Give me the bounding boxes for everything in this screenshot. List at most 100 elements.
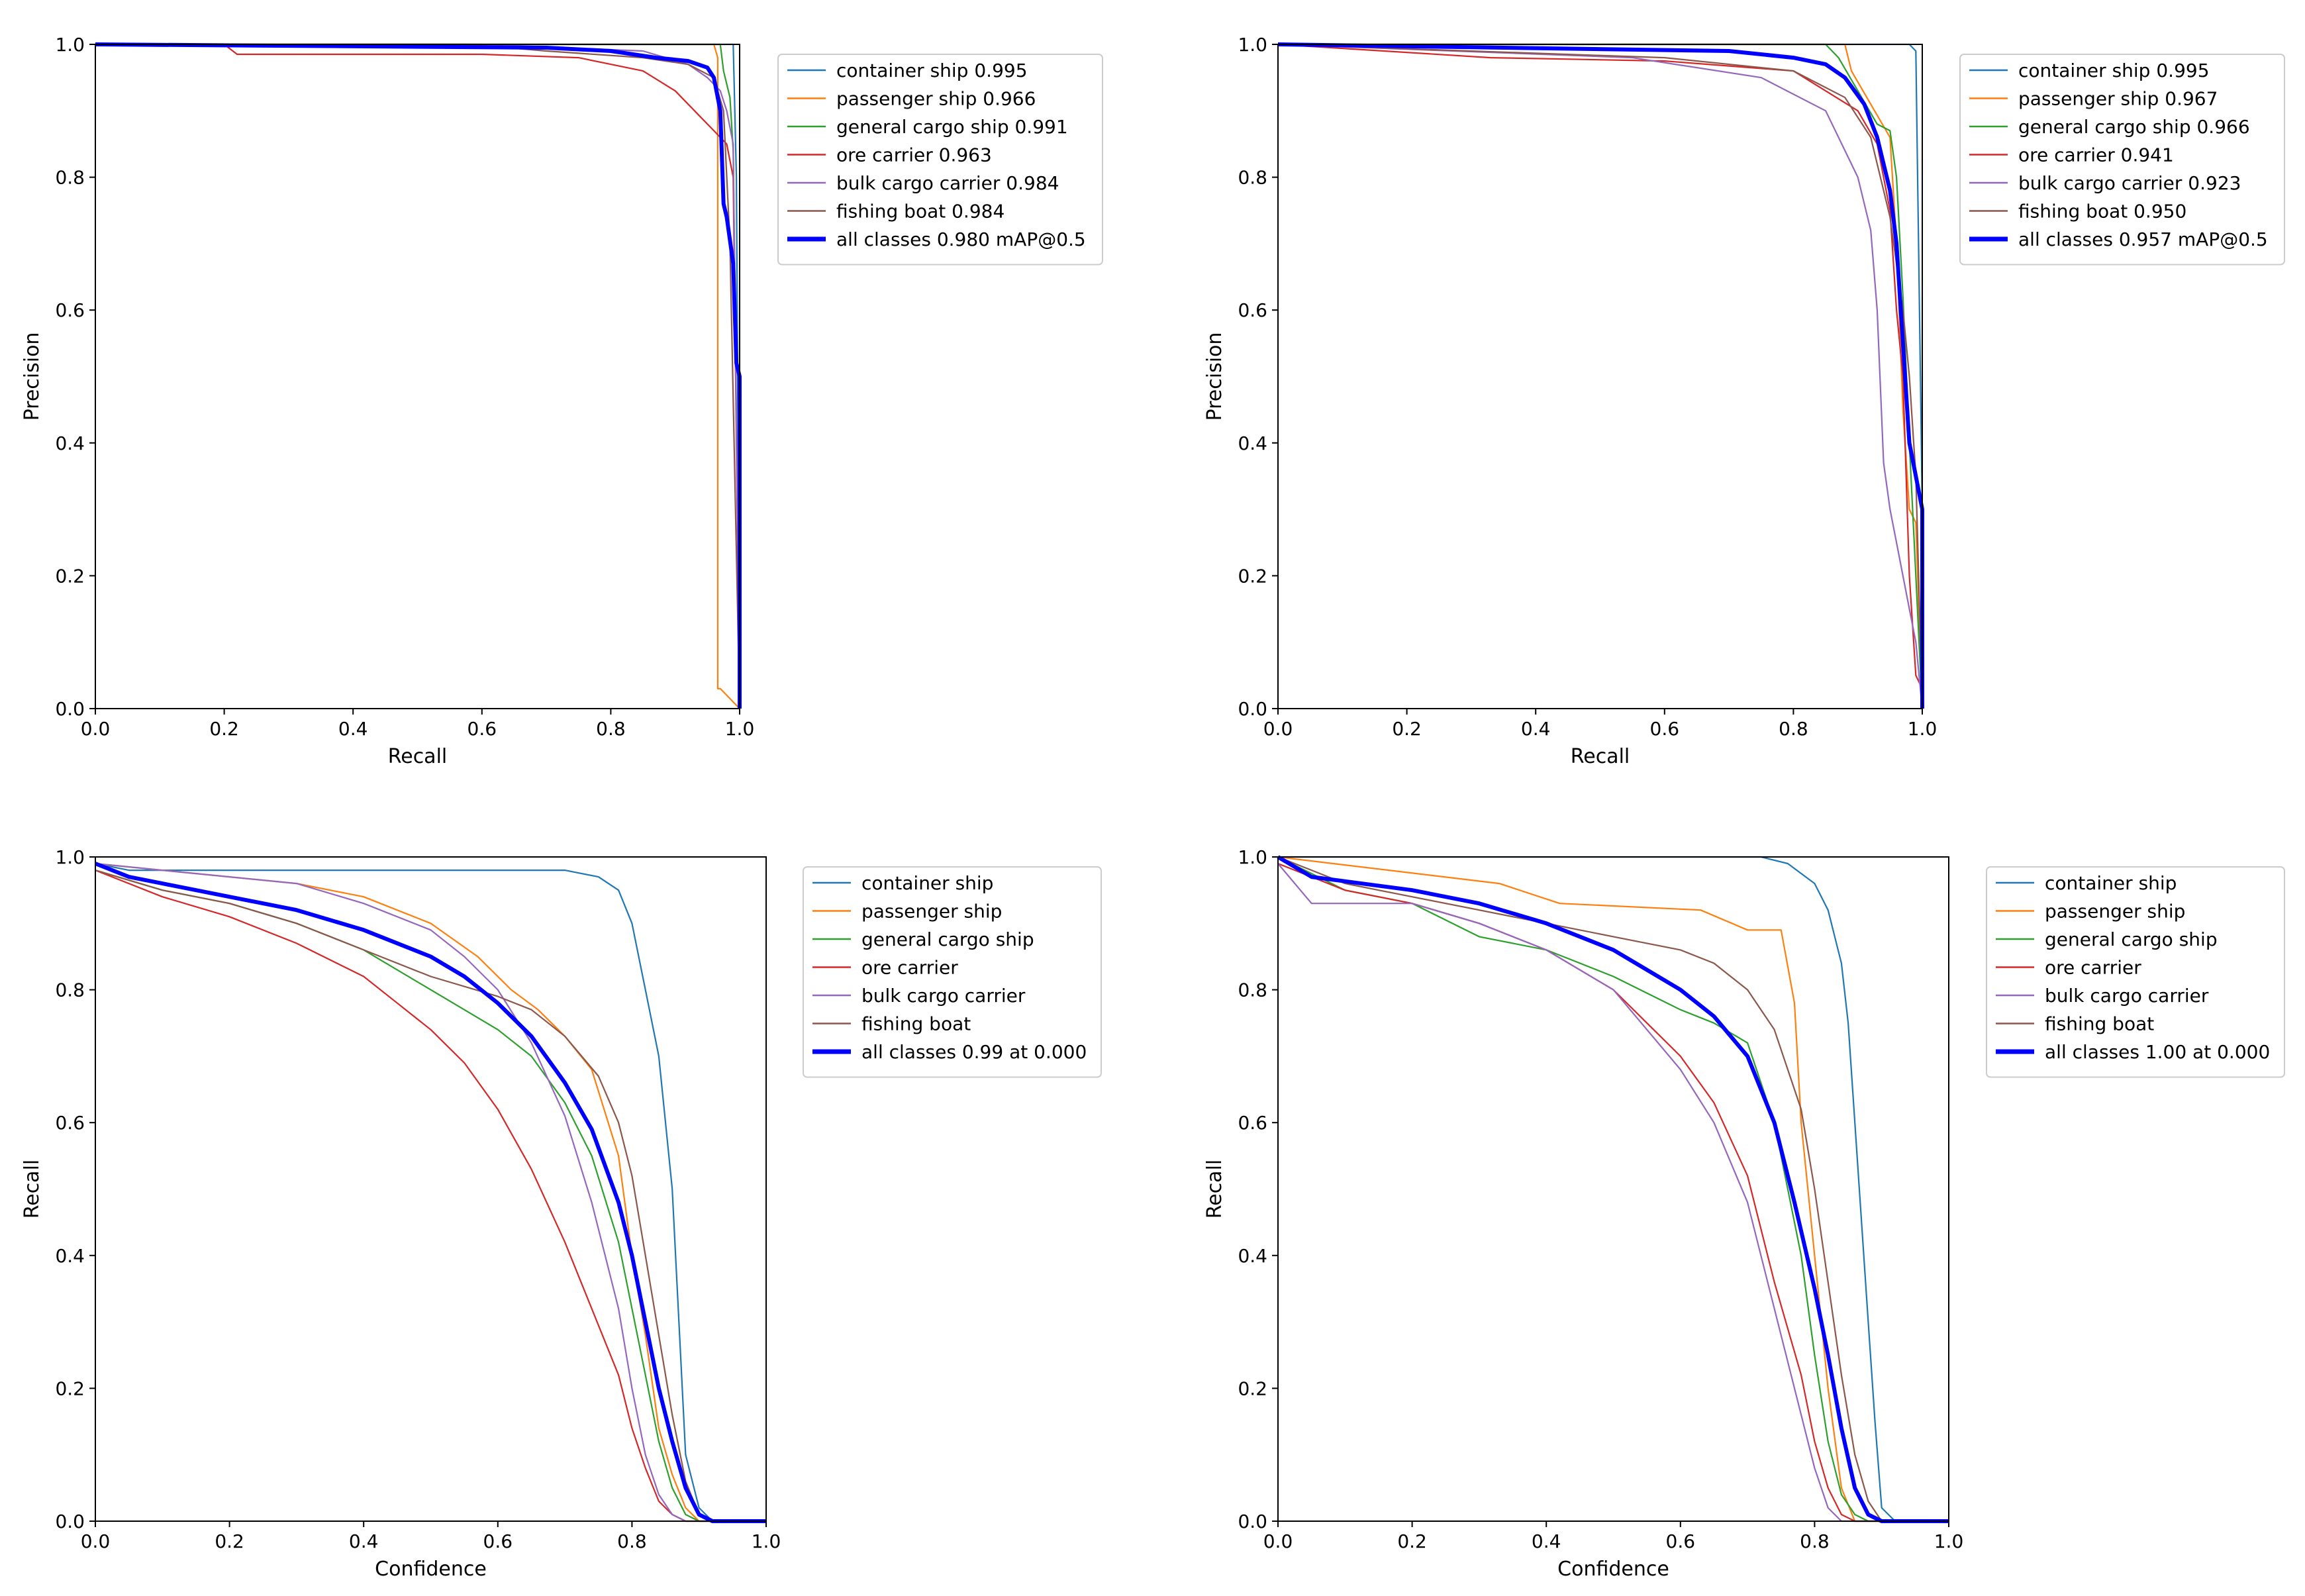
y-tick-label: 0.4	[55, 432, 85, 454]
x-tick-label: 0.0	[1263, 1530, 1293, 1552]
legend-entry: general cargo ship 0.966	[2018, 116, 2250, 138]
x-tick-label: 0.4	[349, 1530, 379, 1552]
x-axis-label: Confidence	[1557, 1558, 1669, 1581]
legend-entry: passenger ship 0.966	[836, 88, 1036, 110]
legend-entry: container ship	[2045, 872, 2177, 894]
series-line-all-classes	[94, 862, 766, 1523]
legend-entry: bulk cargo carrier 0.984	[836, 172, 1059, 194]
legend: container ship passenger ship general carg…	[803, 866, 1102, 1078]
series-line-all-classes	[1277, 42, 1924, 709]
legend-entry: all classes 0.99 at 0.000	[861, 1041, 1087, 1063]
series-line-container-ship	[95, 862, 766, 1522]
x-tick-label: 0.2	[1392, 718, 1422, 740]
y-tick-label: 0.6	[55, 1112, 85, 1134]
legend-entry: container ship 0.995	[2018, 60, 2210, 81]
y-axis-label: Precision	[1203, 332, 1226, 421]
chart-pr_left: 0.0 0.2 0.4 0.6 0.8 1.0 0.0 0.2 0.4 0.6 0.8 1.0 Reca…	[21, 34, 1103, 768]
series-line-container-ship	[1278, 856, 1949, 1522]
y-tick-label: 0.6	[1238, 1112, 1267, 1134]
legend-entry: fishing boat 0.950	[2018, 201, 2186, 223]
legend-entry: passenger ship	[861, 901, 1002, 923]
chart-pr_right: 0.0 0.2 0.4 0.6 0.8 1.0 0.0 0.2 0.4 0.6 0.8 1.0 Reca…	[1203, 34, 2285, 768]
chart-rc_left: 0.0 0.2 0.4 0.6 0.8 1.0 0.0 0.2 0.4 0.6 0.8 1.0 Conf…	[21, 846, 1102, 1581]
x-tick-label: 0.2	[215, 1530, 244, 1552]
y-tick-label: 0.2	[55, 565, 85, 587]
legend-box	[777, 54, 1103, 266]
x-tick-label: 0.8	[1800, 1530, 1830, 1552]
y-axis-label: Recall	[21, 1160, 44, 1219]
y-axis-label: Precision	[21, 332, 44, 421]
legend-entry: all classes 1.00 at 0.000	[2045, 1041, 2270, 1063]
legend-box	[803, 866, 1102, 1078]
y-tick-label: 0.4	[1238, 1245, 1267, 1267]
legend-entry: general cargo ship	[2045, 928, 2218, 950]
x-tick-label: 0.6	[483, 1530, 513, 1552]
y-tick-label: 0.4	[55, 1245, 85, 1267]
series-line-fishing-boat	[1277, 856, 1949, 1522]
x-tick-label: 0.8	[596, 718, 626, 740]
x-tick-label: 0.8	[1779, 718, 1808, 740]
legend: container ship 0.995 passenger ship 0.967…	[1959, 54, 2285, 266]
y-tick-label: 0.8	[55, 167, 85, 189]
legend-entry: passenger ship 0.967	[2018, 88, 2218, 110]
plot-area	[95, 44, 740, 709]
series-line-bulk-cargo-carrier	[1277, 43, 1924, 709]
legend-entry: container ship	[861, 872, 993, 894]
x-tick-label: 1.0	[725, 718, 755, 740]
x-tick-label: 0.2	[1397, 1530, 1427, 1552]
legend-entry: general cargo ship 0.991	[836, 116, 1068, 138]
series-line-bulk-cargo-carrier	[95, 862, 766, 1522]
x-tick-label: 1.0	[1934, 1530, 1964, 1552]
y-tick-label: 0.8	[1238, 167, 1267, 189]
y-tick-label: 0.0	[1238, 1511, 1267, 1532]
y-tick-label: 0.2	[55, 1377, 85, 1399]
y-tick-label: 1.0	[1238, 34, 1267, 56]
series-line-all-classes	[95, 42, 742, 709]
y-tick-label: 0.6	[1238, 299, 1267, 321]
y-tick-label: 1.0	[1238, 846, 1267, 868]
legend-entry: passenger ship	[2045, 901, 2185, 923]
legend-entry: all classes 0.957 mAP@0.5	[2018, 228, 2268, 250]
plot-area	[95, 857, 766, 1521]
x-tick-label: 0.4	[1532, 1530, 1561, 1552]
x-tick-label: 0.6	[1650, 718, 1680, 740]
legend-entry: fishing boat	[2045, 1013, 2154, 1035]
chart-rc_right: 0.0 0.2 0.4 0.6 0.8 1.0 0.0 0.2 0.4 0.6 0.8 1.0 Conf…	[1203, 846, 2285, 1581]
series-line-general-cargo-ship	[1277, 856, 1949, 1522]
x-axis-label: Recall	[388, 745, 448, 768]
series-line-fishing-boat	[1277, 43, 1924, 709]
y-tick-label: 0.2	[1238, 1377, 1267, 1399]
legend-entry: bulk cargo carrier 0.923	[2018, 172, 2241, 194]
legend-entry: ore carrier	[2045, 957, 2141, 979]
legend-entry: bulk cargo carrier	[861, 985, 1026, 1007]
x-tick-label: 0.4	[338, 718, 368, 740]
legend-entry: bulk cargo carrier	[2045, 985, 2209, 1007]
legend-entry: fishing boat 0.984	[836, 201, 1005, 223]
x-tick-label: 0.0	[81, 1530, 111, 1552]
legend-entry: all classes 0.980 mAP@0.5	[836, 228, 1086, 250]
y-tick-label: 0.2	[1238, 565, 1267, 587]
series-line-passenger-ship	[1277, 856, 1949, 1522]
legend-entry: ore carrier 0.963	[836, 144, 992, 166]
x-tick-label: 0.8	[617, 1530, 647, 1552]
y-tick-label: 0.0	[55, 1511, 85, 1532]
x-tick-label: 0.2	[209, 718, 239, 740]
series-line-ore-carrier	[1277, 43, 1923, 689]
x-axis-label: Confidence	[375, 1558, 487, 1581]
y-tick-label: 0.0	[55, 698, 85, 720]
x-tick-label: 0.6	[467, 718, 497, 740]
plot-frame	[1277, 856, 1949, 1522]
series-line-ore-carrier	[95, 43, 741, 709]
plot-frame	[95, 856, 767, 1522]
x-tick-label: 0.4	[1521, 718, 1551, 740]
series-line-bulk-cargo-carrier	[1277, 863, 1949, 1522]
x-tick-label: 1.0	[752, 1530, 781, 1552]
legend-box	[1986, 866, 2285, 1078]
legend-entry: container ship 0.995	[836, 60, 1028, 81]
y-tick-label: 0.6	[55, 299, 85, 321]
plot-area	[1278, 44, 1922, 709]
x-tick-label: 0.6	[1666, 1530, 1696, 1552]
plot-area	[1278, 857, 1949, 1521]
legend: container ship 0.995 passenger ship 0.966…	[777, 54, 1103, 266]
